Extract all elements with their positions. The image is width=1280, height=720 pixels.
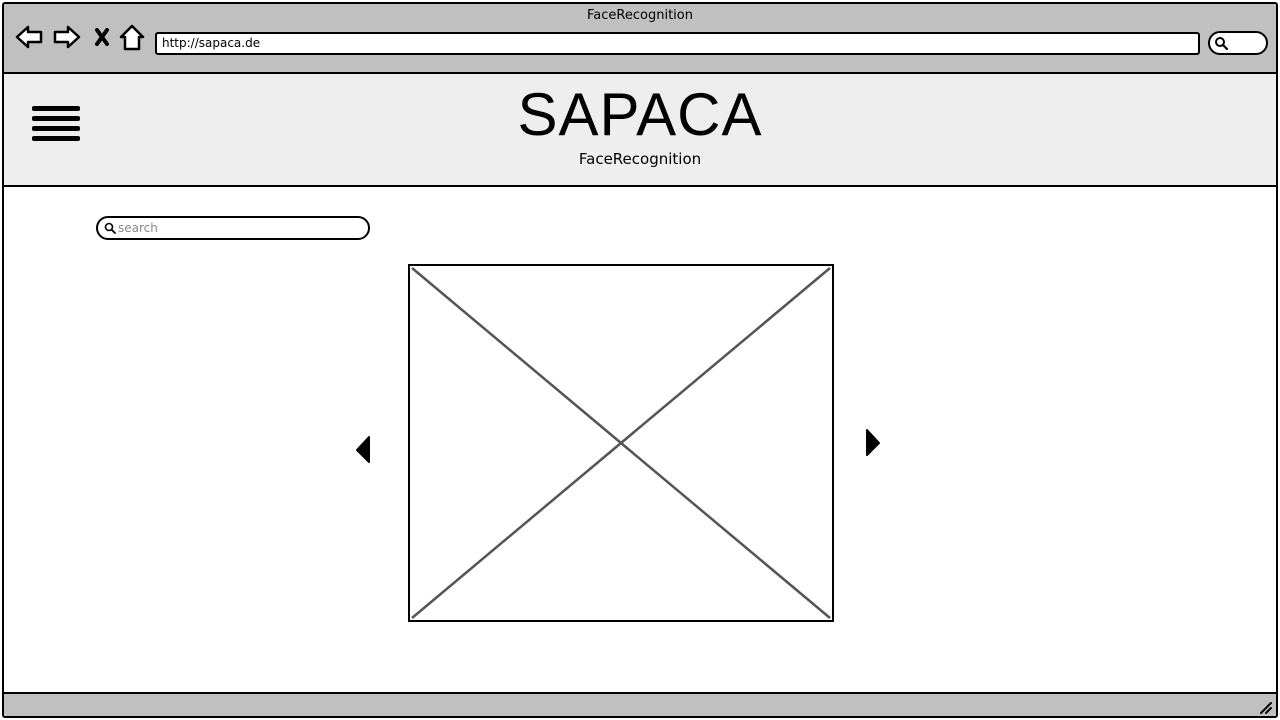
stop-icon[interactable] (90, 22, 120, 52)
menu-icon[interactable] (32, 106, 80, 146)
search-icon (1215, 37, 1228, 50)
home-icon[interactable] (117, 22, 147, 52)
browser-toolbar: FaceRecognition (4, 4, 1276, 74)
site-logo-text: SAPACA (517, 81, 763, 148)
back-icon[interactable] (14, 22, 44, 52)
carousel-image-placeholder (408, 264, 834, 622)
browser-search-field[interactable] (1208, 31, 1268, 55)
resize-grip-icon[interactable] (1258, 700, 1272, 714)
site-header: SAPACA FaceRecognition (4, 74, 1276, 187)
address-bar[interactable] (155, 32, 1200, 55)
carousel-prev-arrow-icon[interactable] (354, 434, 372, 464)
forward-icon[interactable] (52, 22, 82, 52)
browser-status-bar (4, 692, 1276, 716)
site-subtitle: FaceRecognition (578, 150, 702, 168)
search-field[interactable] (96, 216, 370, 240)
carousel-next-arrow-icon[interactable] (864, 427, 882, 457)
search-input[interactable] (118, 218, 358, 238)
search-icon (104, 222, 116, 234)
window-title: FaceRecognition (587, 8, 693, 23)
